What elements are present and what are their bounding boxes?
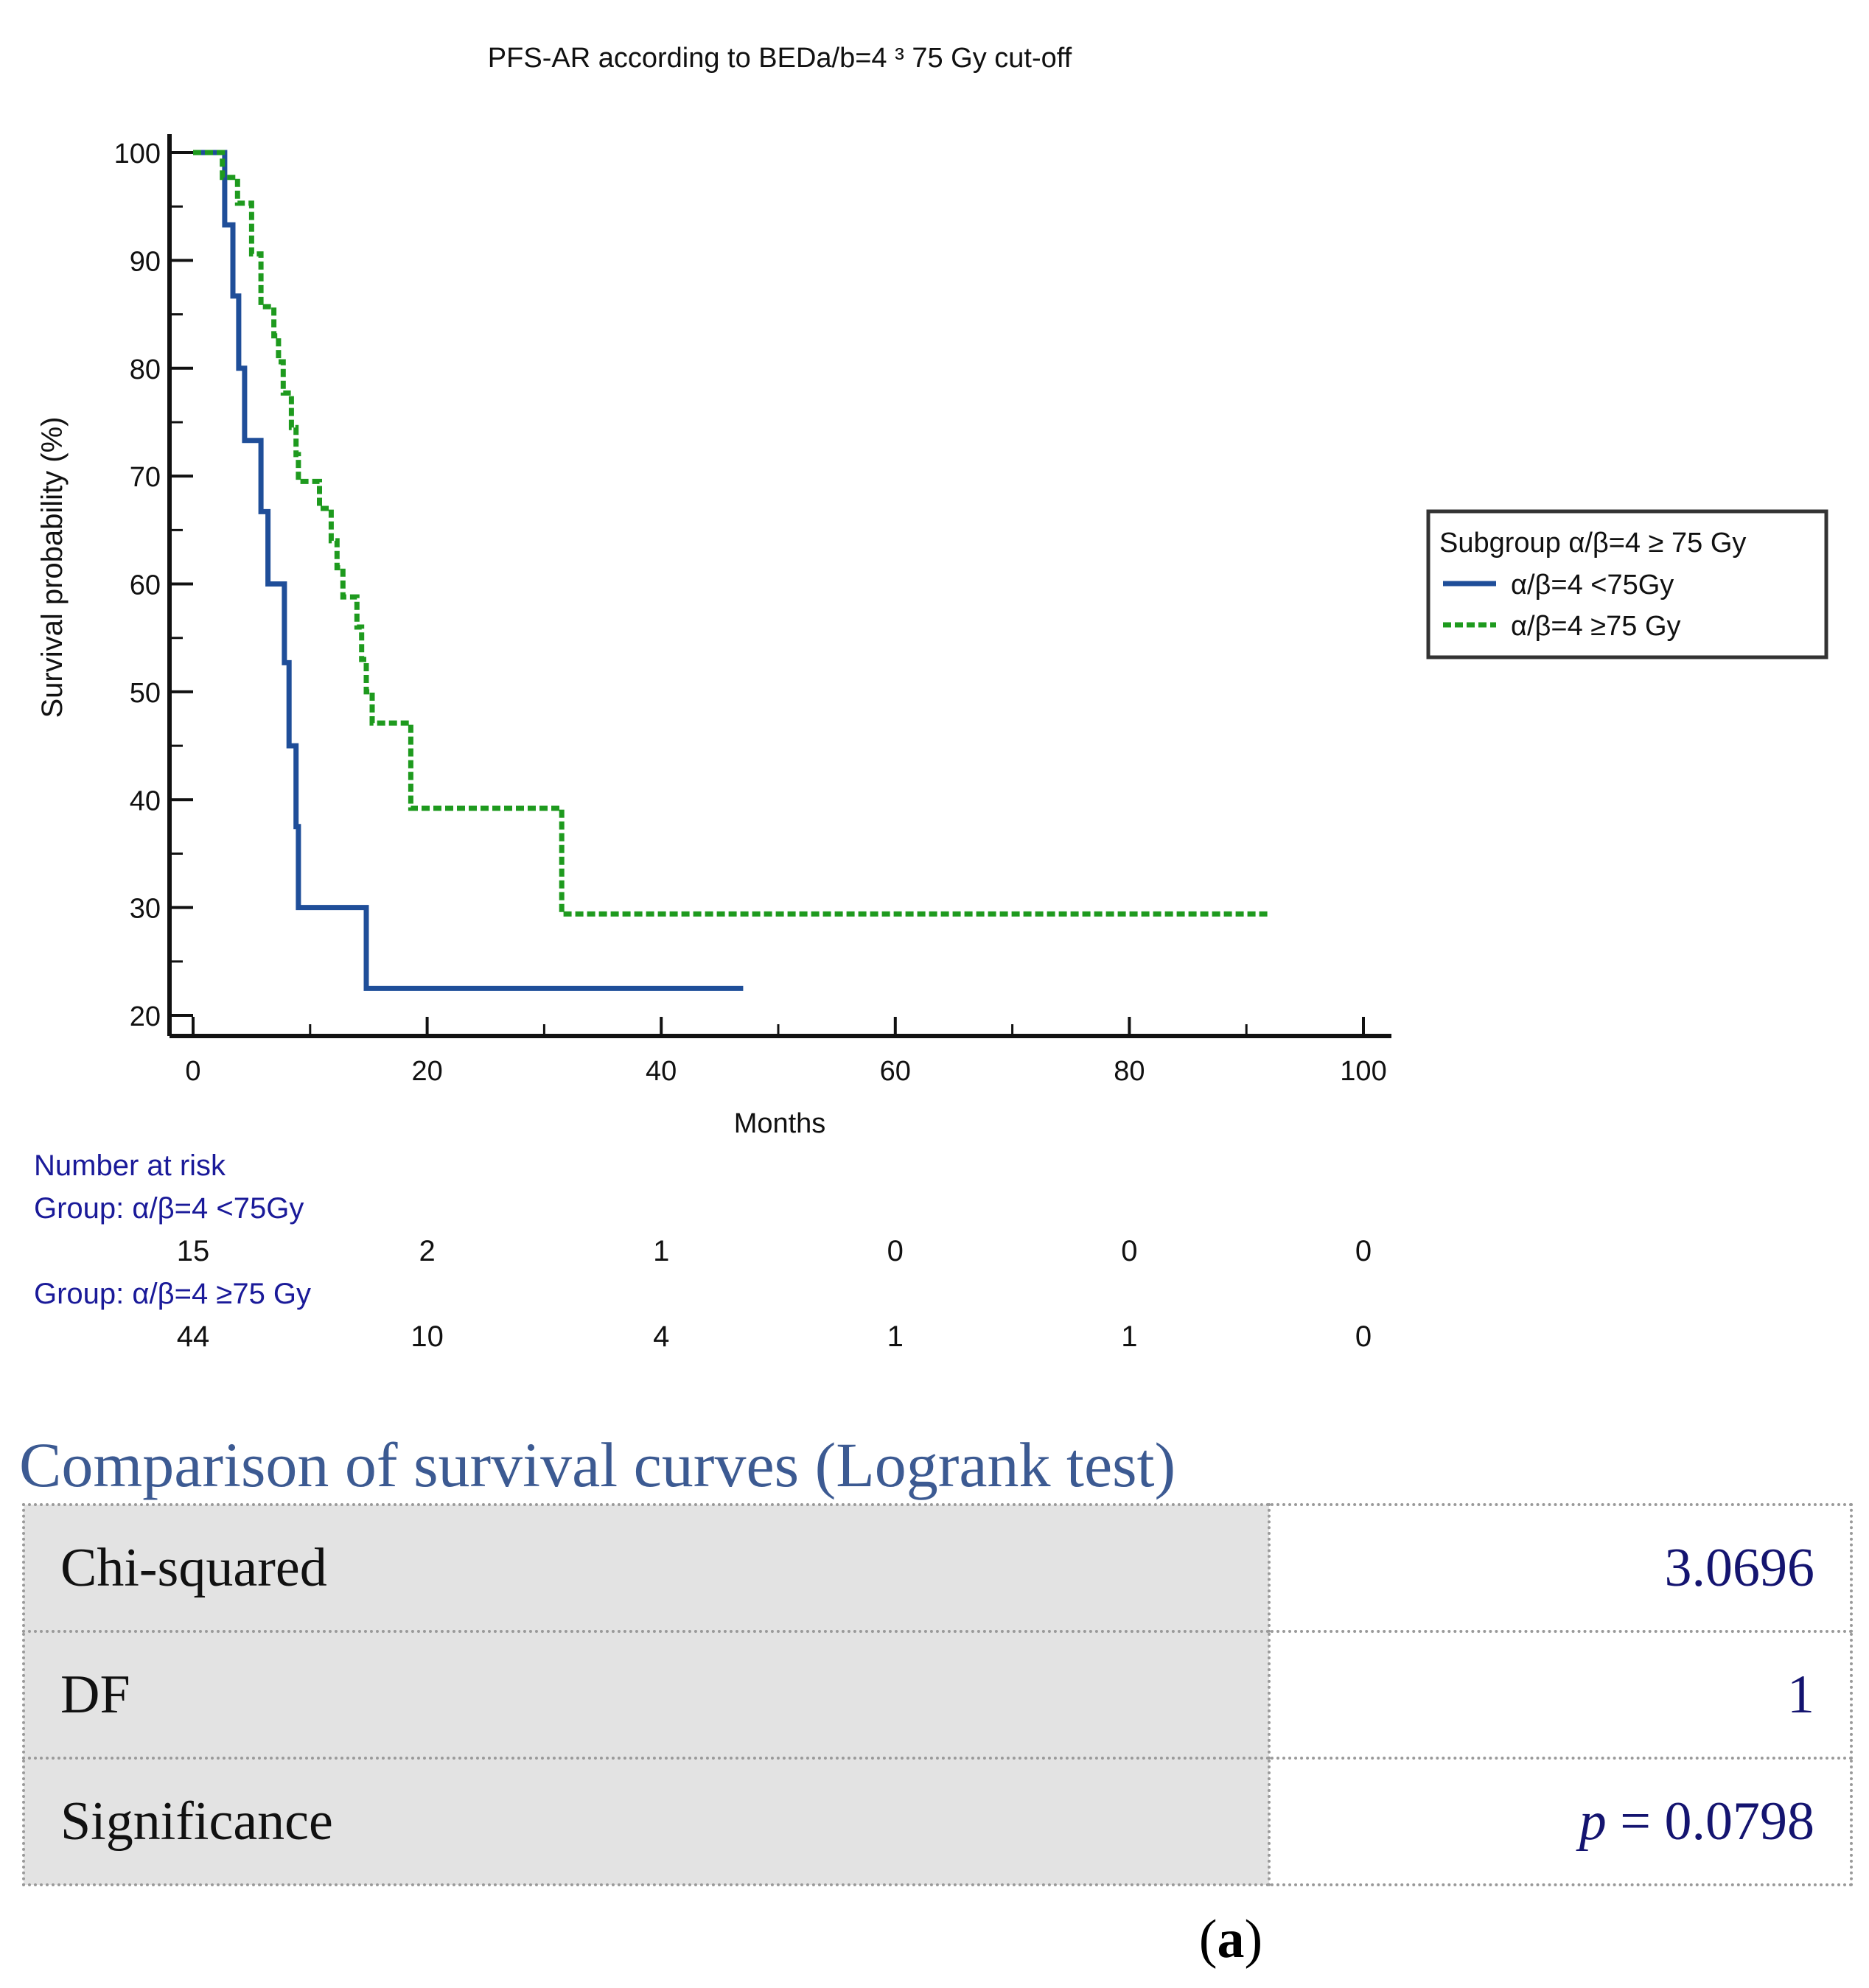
panel-letter: a — [1217, 1909, 1245, 1970]
risk-count: 0 — [887, 1235, 904, 1267]
significance-value: p = 0.0798 — [1268, 1757, 1853, 1886]
logrank-table: Chi-squared 3.0696 DF 1 Significance p =… — [22, 1503, 1853, 1886]
legend-title: Subgroup α/β=4 ≥ 75 Gy — [1439, 528, 1746, 559]
table-row: DF 1 — [22, 1630, 1853, 1760]
risk-count: 0 — [1121, 1235, 1138, 1267]
x-tick-label: 60 — [880, 1056, 911, 1087]
x-tick-label: 20 — [411, 1056, 442, 1087]
table-row: Chi-squared 3.0696 — [22, 1503, 1853, 1633]
x-tick-label: 100 — [1340, 1056, 1386, 1087]
chi-squared-value: 3.0696 — [1268, 1503, 1853, 1633]
risk-count: 1 — [653, 1235, 670, 1267]
p-value: = 0.0798 — [1606, 1791, 1814, 1852]
risk-count: 1 — [887, 1320, 904, 1353]
y-tick-label: 100 — [114, 139, 161, 169]
y-tick-label: 30 — [130, 894, 161, 925]
survival-curves — [193, 150, 1270, 991]
y-tick-label: 90 — [130, 246, 161, 277]
y-tick-label: 40 — [130, 785, 161, 816]
panel-open-paren: ( — [1198, 1909, 1218, 1970]
risk-table-heading: Number at risk — [34, 1149, 226, 1182]
survival-chart: PFS-AR according to BEDa/b=4 ³ 75 Gy cut… — [36, 43, 1828, 1139]
curve-below-75gy — [193, 150, 744, 991]
legend: Subgroup α/β=4 ≥ 75 Gy α/β=4 <75Gy α/β=4… — [1426, 509, 1828, 659]
y-tick-label: 80 — [130, 354, 161, 385]
chart-title: PFS-AR according to BEDa/b=4 ³ 75 Gy cut… — [488, 43, 1072, 74]
legend-entry-above-75: α/β=4 ≥75 Gy — [1511, 611, 1681, 642]
df-label: DF — [22, 1630, 1271, 1760]
y-tick-label: 70 — [130, 462, 161, 493]
y-axis-label: Survival probability (%) — [36, 416, 69, 718]
risk-count: 15 — [176, 1235, 210, 1267]
logrank-title: Comparison of survival curves (Logrank t… — [19, 1429, 1176, 1500]
df-value: 1 — [1268, 1630, 1853, 1760]
table-row: Significance p = 0.0798 — [22, 1757, 1853, 1886]
risk-count: 0 — [1355, 1235, 1372, 1267]
x-tick-label: 80 — [1114, 1056, 1145, 1087]
y-tick-label: 50 — [130, 678, 161, 709]
significance-label: Significance — [22, 1757, 1271, 1886]
panel-close-paren: ) — [1244, 1909, 1263, 1970]
risk-count: 44 — [176, 1320, 210, 1353]
risk-count: 0 — [1355, 1320, 1372, 1353]
risk-group-label-below-75: Group: α/β=4 <75Gy — [34, 1192, 304, 1225]
legend-entry-below-75: α/β=4 <75Gy — [1511, 570, 1674, 601]
x-tick-label: 0 — [185, 1056, 200, 1087]
x-axis-label: Months — [734, 1108, 826, 1139]
y-tick-label: 60 — [130, 570, 161, 601]
y-tick-label: 20 — [130, 1001, 161, 1032]
risk-count: 2 — [419, 1235, 436, 1267]
panel-label: (a) — [0, 1908, 1869, 1971]
p-symbol: p — [1579, 1791, 1607, 1852]
chi-squared-label: Chi-squared — [22, 1503, 1271, 1633]
curve-above-75gy — [193, 150, 1270, 917]
risk-count: 1 — [1121, 1320, 1138, 1353]
x-tick-label: 40 — [646, 1056, 677, 1087]
chart-axes: 20 30 40 50 60 70 80 90 100 0 20 40 60 80 100 — [114, 134, 1391, 1087]
risk-group-label-above-75: Group: α/β=4 ≥75 Gy — [34, 1278, 312, 1310]
risk-count: 4 — [653, 1320, 670, 1353]
risk-count: 10 — [411, 1320, 444, 1353]
